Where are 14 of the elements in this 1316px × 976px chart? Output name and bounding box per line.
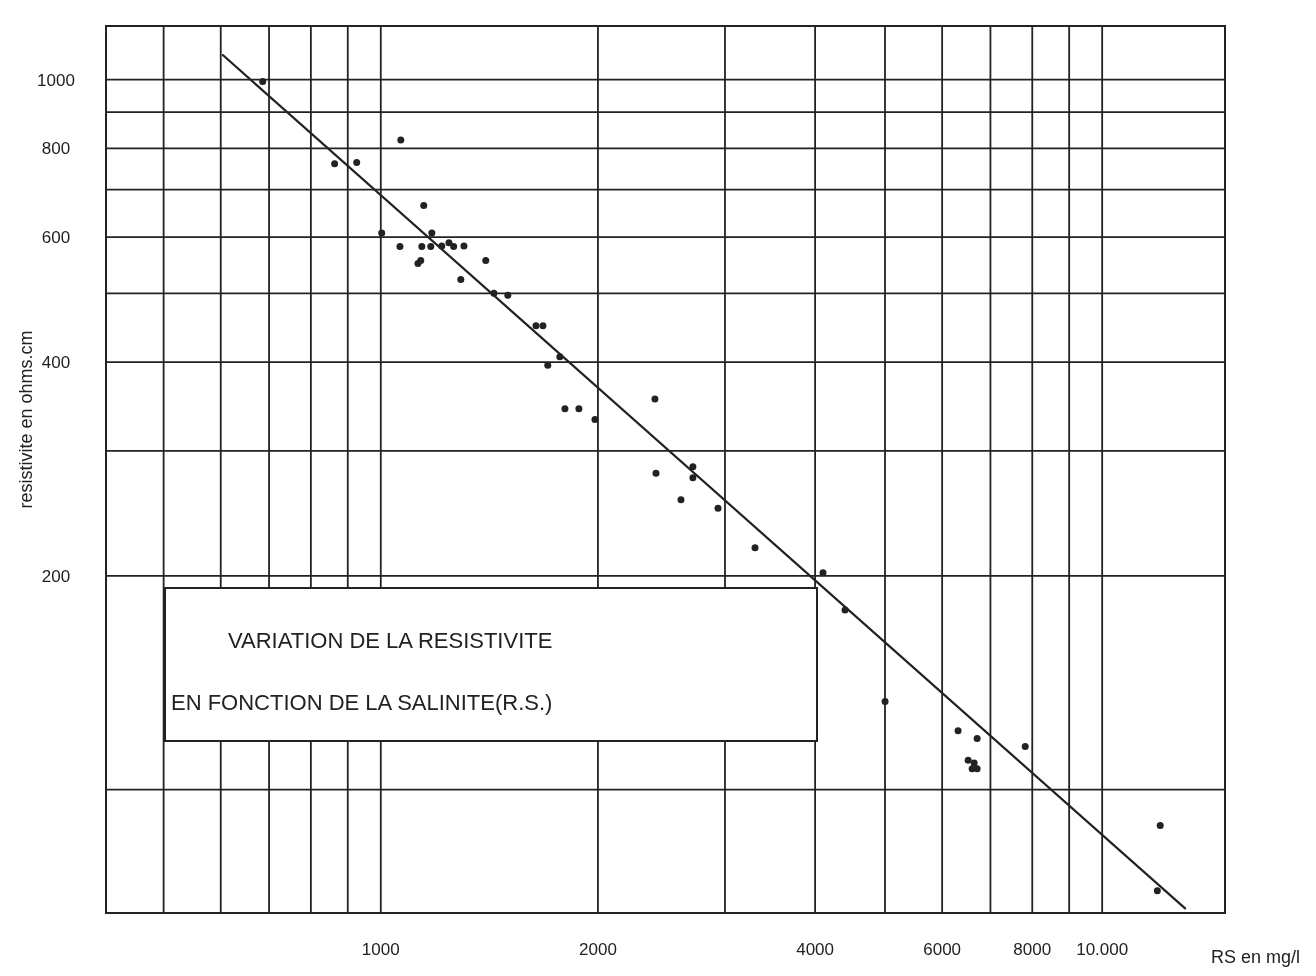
y-tick-label: 800 bbox=[41, 139, 71, 159]
x-tick-label: 4000 bbox=[796, 940, 835, 959]
x-axis-title: RS en mg/l bbox=[1210, 947, 1300, 967]
y-axis-title: resistivite en ohms.cm bbox=[16, 330, 36, 509]
x-tick-label: 8000 bbox=[1013, 940, 1052, 959]
y-tick-label: 1000 bbox=[37, 70, 75, 90]
y-tick-label: 400 bbox=[41, 353, 71, 373]
y-tick-label: 600 bbox=[41, 228, 71, 248]
x-tick-label: 1000 bbox=[361, 940, 400, 959]
x-tick-label: 2000 bbox=[579, 940, 617, 959]
x-tick-label: 6000 bbox=[923, 940, 962, 959]
chart-title: VARIATION DE LA RESISTIVITE EN FONCTION DE LA SALINITE(R.S.) bbox=[171, 628, 553, 715]
y-tick-label: 200 bbox=[41, 566, 71, 586]
x-tick-label: 10.000 bbox=[1076, 940, 1129, 959]
